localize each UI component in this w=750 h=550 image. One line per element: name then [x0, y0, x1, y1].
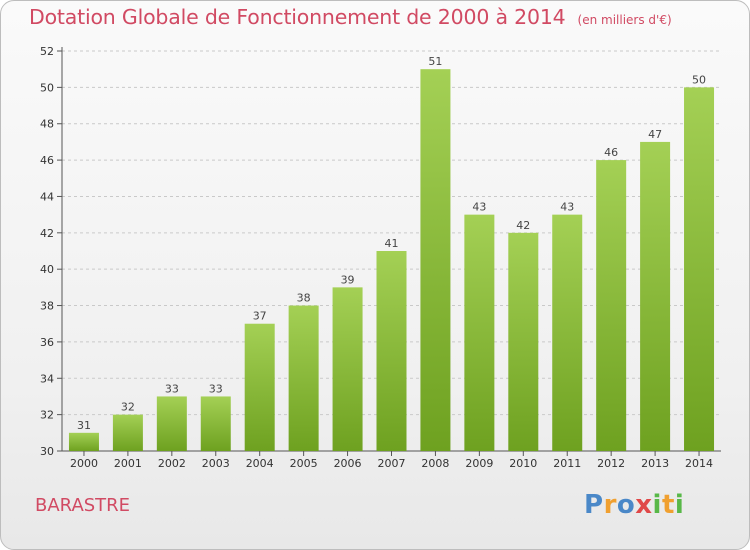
bar-2013	[640, 141, 671, 451]
bar-2008	[420, 69, 451, 451]
y-tick-label: 36	[40, 336, 54, 349]
data-label: 51	[428, 55, 442, 68]
chart-subtitle: (en milliers d'€)	[577, 13, 672, 27]
bar-2002	[156, 396, 187, 451]
data-label: 33	[209, 382, 223, 395]
y-tick-label: 44	[40, 190, 54, 203]
y-tick-label: 52	[40, 45, 54, 58]
bars	[68, 69, 715, 451]
x-tick-label: 2001	[114, 457, 142, 470]
bar-2000	[68, 432, 99, 451]
y-tick-label: 42	[40, 227, 54, 240]
labels: 2000 31 2001 32 2002 33 2003 33 2004 37 2005 38 2006…	[70, 55, 713, 470]
data-label: 41	[385, 237, 399, 250]
x-tick-label: 2008	[421, 457, 449, 470]
x-tick-label: 2004	[246, 457, 274, 470]
data-label: 31	[77, 419, 91, 432]
y-tick-label: 48	[40, 118, 54, 131]
bar-2004	[244, 323, 275, 451]
data-label: 32	[121, 401, 135, 414]
bar-2003	[200, 396, 231, 451]
bar-2005	[288, 305, 319, 451]
x-tick-label: 2009	[465, 457, 493, 470]
data-label: 42	[516, 219, 530, 232]
data-label: 38	[297, 292, 311, 305]
y-tick-label: 46	[40, 154, 54, 167]
data-label: 46	[604, 146, 618, 159]
x-tick-label: 2010	[509, 457, 537, 470]
chart-title: Dotation Globale de Fonctionnement de 20…	[29, 5, 566, 29]
bar-2001	[112, 414, 143, 451]
x-tick-label: 2002	[158, 457, 186, 470]
y-tick-label: 32	[40, 409, 54, 422]
bar-2007	[376, 251, 407, 451]
data-label: 43	[472, 201, 486, 214]
proxiti-logo: Proxiti	[584, 490, 685, 520]
x-tick-label: 2013	[641, 457, 669, 470]
data-label: 50	[692, 73, 706, 86]
x-tick-label: 2006	[334, 457, 362, 470]
x-tick-label: 2003	[202, 457, 230, 470]
bar-2010	[508, 232, 539, 451]
x-tick-label: 2005	[290, 457, 318, 470]
bar-2012	[596, 160, 627, 451]
x-tick-label: 2012	[597, 457, 625, 470]
x-tick-label: 2000	[70, 457, 98, 470]
title-row: Dotation Globale de Fonctionnement de 20…	[29, 5, 672, 29]
y-tick-label: 40	[40, 263, 54, 276]
x-tick-label: 2011	[553, 457, 581, 470]
y-tick-label: 38	[40, 300, 54, 313]
y-tick-label: 34	[40, 372, 54, 385]
data-label: 37	[253, 310, 267, 323]
y-tick-label: 30	[40, 445, 54, 458]
data-label: 39	[341, 273, 355, 286]
data-label: 47	[648, 128, 662, 141]
data-label: 33	[165, 382, 179, 395]
bar-2014	[684, 87, 715, 451]
axes: 30 32 34 36 38 40 42 44 46 48 50 52	[40, 45, 721, 458]
data-label: 43	[560, 201, 574, 214]
commune-name: BARASTRE	[35, 495, 131, 516]
bar-2009	[464, 214, 495, 451]
x-tick-label: 2014	[685, 457, 713, 470]
x-tick-label: 2007	[378, 457, 406, 470]
bar-2006	[332, 287, 363, 451]
y-tick-label: 50	[40, 81, 54, 94]
bar-2011	[552, 214, 583, 451]
